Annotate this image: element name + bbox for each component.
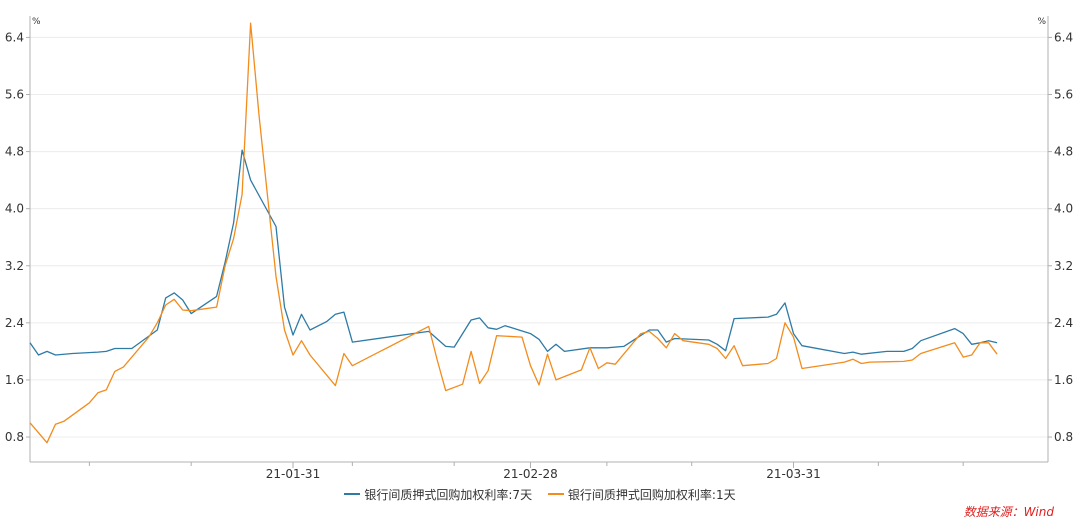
y-unit-left: %	[32, 17, 41, 27]
y-tick-label-right: 1.6	[1054, 373, 1073, 387]
y-tick-label-left: 5.6	[5, 87, 24, 101]
line-chart: 0.8 0.8 1.6 1.6 2.4 2.4 3.2 3.2 4.0 4.0 4.8 4.8 5.6 5…	[5, 16, 1073, 480]
legend-swatch-1d	[547, 493, 564, 495]
y-tick-label-left: 3.2	[5, 259, 24, 273]
legend-label-1d: 银行间质押式回购加权利率:1天	[567, 487, 736, 502]
data-source-note: 数据来源：Wind	[963, 505, 1054, 519]
y-tick-label-right: 6.4	[1054, 30, 1073, 44]
axis-layer	[26, 16, 1052, 468]
label-layer: 0.8 0.8 1.6 1.6 2.4 2.4 3.2 3.2 4.0 4.0 4.8 4.8 5.6 5…	[5, 17, 1073, 480]
y-tick-label-right: 4.0	[1054, 202, 1073, 216]
y-tick-label-right: 2.4	[1054, 316, 1073, 330]
legend-swatch-7d	[344, 493, 361, 495]
y-tick-label-left: 1.6	[5, 373, 24, 387]
x-tick-label: 21-01-31	[266, 467, 320, 480]
y-tick-label-left: 4.0	[5, 202, 24, 216]
y-tick-label-right: 5.6	[1054, 87, 1073, 101]
x-tick-label: 21-03-31	[766, 467, 820, 480]
grid-layer	[30, 36, 1048, 438]
legend: 银行间质押式回购加权利率:7天 银行间质押式回购加权利率:1天	[0, 484, 1080, 503]
series-layer	[29, 22, 998, 444]
y-tick-label-right: 0.8	[1054, 430, 1073, 444]
y-tick-label-right: 3.2	[1054, 259, 1073, 273]
y-unit-right: %	[1037, 17, 1046, 27]
legend-item-1d[interactable]: 银行间质押式回购加权利率:1天	[547, 486, 736, 503]
legend-item-7d[interactable]: 银行间质押式回购加权利率:7天	[344, 486, 532, 503]
y-tick-label-left: 6.4	[5, 30, 24, 44]
x-tick-label: 21-02-28	[503, 467, 557, 480]
y-tick-label-right: 4.8	[1054, 145, 1073, 159]
y-tick-label-left: 4.8	[5, 145, 24, 159]
series-line-1d	[29, 22, 998, 444]
series-line-7d	[29, 149, 998, 356]
y-tick-label-left: 0.8	[5, 430, 24, 444]
legend-label-7d: 银行间质押式回购加权利率:7天	[364, 487, 533, 502]
y-tick-label-left: 2.4	[5, 316, 24, 330]
